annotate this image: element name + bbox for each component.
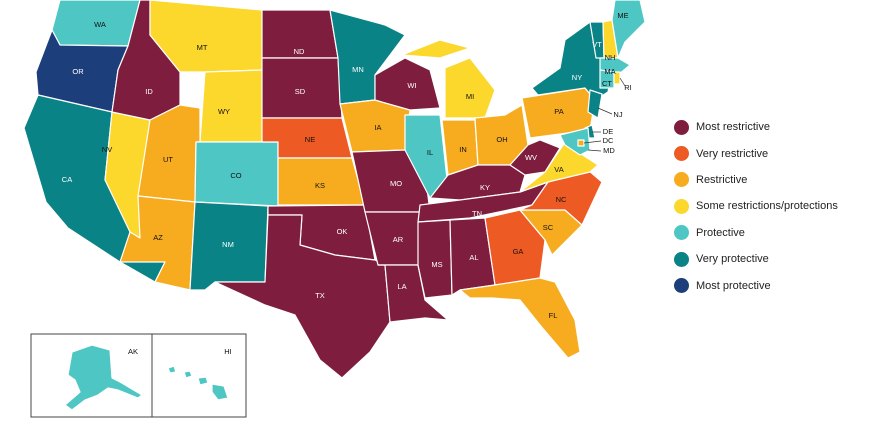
legend-item-some-restrictions: Some restrictions/protections <box>674 193 874 219</box>
legend-swatch-most-protective <box>674 278 689 294</box>
state-label-SD: SD <box>295 87 306 96</box>
state-HI[interactable] <box>167 365 229 401</box>
legend-item-very-protective: Very protective <box>674 246 874 272</box>
state-label-NM: NM <box>222 240 234 249</box>
legend-item-most-protective: Most protective <box>674 272 874 298</box>
legend-swatch-protective <box>674 225 689 241</box>
state-label-VA: VA <box>554 165 563 174</box>
legend-label: Some restrictions/protections <box>696 200 838 213</box>
state-label-MT: MT <box>197 43 208 52</box>
state-label-MO: MO <box>390 179 402 188</box>
state-label-OH: OH <box>496 135 507 144</box>
state-label-UT: UT <box>163 155 173 164</box>
state-label-NJ: NJ <box>613 110 622 119</box>
state-MS[interactable] <box>417 219 453 299</box>
state-GA[interactable] <box>484 209 546 286</box>
state-RI[interactable] <box>613 71 621 85</box>
legend-swatch-very-protective <box>674 251 689 267</box>
legend-label: Restrictive <box>696 173 748 186</box>
state-label-VT: VT <box>592 40 602 49</box>
state-label-NE: NE <box>305 135 315 144</box>
state-label-NC: NC <box>556 195 567 204</box>
legend-item-most-restrictive: Most restrictive <box>674 114 874 140</box>
state-label-NY: NY <box>572 73 582 82</box>
legend: Most restrictive Very restrictive Restri… <box>674 114 874 299</box>
state-CT[interactable] <box>599 69 615 89</box>
state-label-MS: MS <box>431 260 442 269</box>
state-label-WY: WY <box>218 107 230 116</box>
state-MD[interactable] <box>559 127 591 156</box>
inset-hawaii <box>151 333 247 418</box>
state-FL[interactable] <box>459 277 581 359</box>
legend-label: Most restrictive <box>696 121 770 134</box>
state-label-CO: CO <box>230 171 241 180</box>
state-label-GA: GA <box>513 247 524 256</box>
state-label-IN: IN <box>459 145 467 154</box>
state-WY[interactable] <box>199 69 263 143</box>
state-label-MA: MA <box>604 67 615 76</box>
legend-swatch-restrictive <box>674 172 689 188</box>
state-label-FL: FL <box>549 311 558 320</box>
state-label-KS: KS <box>315 181 325 190</box>
legend-label: Very protective <box>696 253 769 266</box>
legend-label: Protective <box>696 226 745 239</box>
state-TX[interactable] <box>214 214 391 379</box>
state-label-WV: WV <box>525 153 537 162</box>
state-label-WA: WA <box>94 20 106 29</box>
state-label-HI: HI <box>224 347 232 356</box>
state-label-CT: CT <box>602 79 612 88</box>
state-label-IL: IL <box>427 148 433 157</box>
state-label-DC: DC <box>603 136 614 145</box>
state-label-DE: DE <box>603 127 613 136</box>
legend-swatch-most-restrictive <box>674 119 689 135</box>
state-label-KY: KY <box>480 183 490 192</box>
state-label-LA: LA <box>397 282 406 291</box>
state-label-PA: PA <box>554 107 563 116</box>
state-AK[interactable] <box>64 344 143 411</box>
state-label-ID: ID <box>145 87 153 96</box>
state-label-MN: MN <box>352 65 364 74</box>
legend-label: Most protective <box>696 279 771 292</box>
state-label-IA: IA <box>374 123 381 132</box>
state-label-TN: TN <box>472 209 482 218</box>
legend-item-restrictive: Restrictive <box>674 167 874 193</box>
state-label-AR: AR <box>393 235 404 244</box>
state-MI[interactable] <box>401 39 496 119</box>
legend-item-very-restrictive: Very restrictive <box>674 140 874 166</box>
state-label-CA: CA <box>62 175 72 184</box>
state-ME[interactable] <box>611 0 646 59</box>
state-label-NV: NV <box>102 145 112 154</box>
state-label-AL: AL <box>469 253 478 262</box>
state-NJ[interactable] <box>587 89 603 119</box>
legend-item-protective: Protective <box>674 220 874 246</box>
state-label-WI: WI <box>407 81 416 90</box>
state-label-OK: OK <box>337 227 348 236</box>
state-label-ME: ME <box>617 11 628 20</box>
state-WV[interactable] <box>509 139 561 176</box>
state-WI[interactable] <box>374 57 441 111</box>
legend-label: Very restrictive <box>696 147 769 160</box>
state-label-AK: AK <box>128 347 138 356</box>
state-label-RI: RI <box>624 83 632 92</box>
legend-swatch-some-restrictions <box>674 198 689 214</box>
state-label-MI: MI <box>466 92 474 101</box>
legend-swatch-very-restrictive <box>674 146 689 162</box>
state-label-NH: NH <box>605 53 616 62</box>
state-label-MD: MD <box>603 146 615 155</box>
state-label-OR: OR <box>72 67 84 76</box>
state-label-AZ: AZ <box>153 233 163 242</box>
state-label-TX: TX <box>315 291 325 300</box>
state-label-SC: SC <box>543 223 554 232</box>
state-label-ND: ND <box>294 47 305 56</box>
state-DC[interactable] <box>577 139 585 147</box>
